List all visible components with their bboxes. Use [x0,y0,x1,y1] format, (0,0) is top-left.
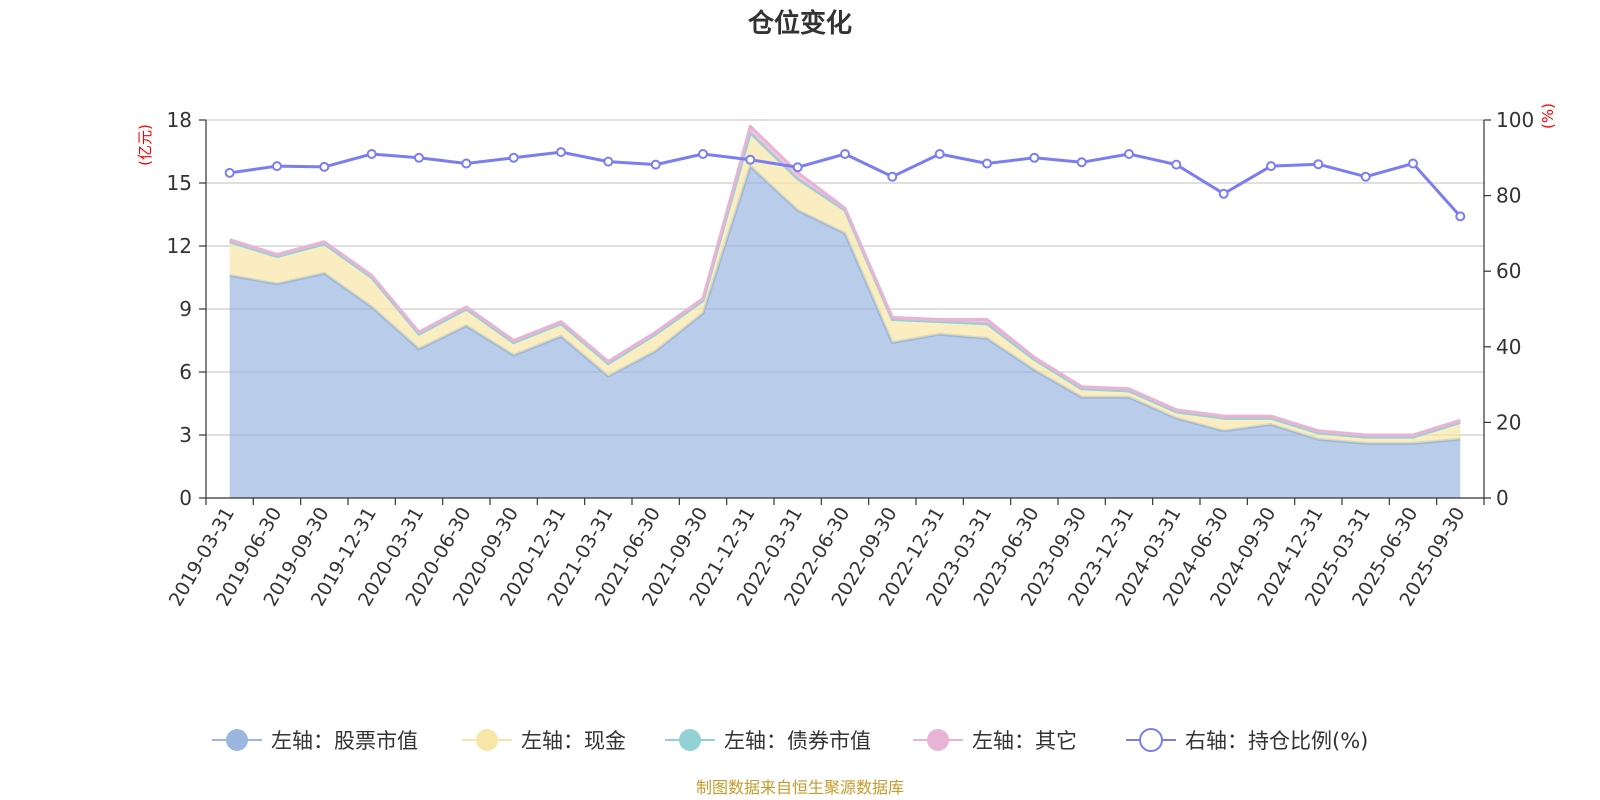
ratio-point [698,149,708,159]
ratio-point [887,171,898,182]
ratio-point [414,152,424,163]
ratio-point [366,149,377,159]
left-axis-tick-label: 18 [167,108,192,132]
right-axis-tick-label: 60 [1496,259,1521,283]
ratio-point [1171,159,1182,170]
ratio-point [1266,161,1276,172]
legend-label: 左轴：其它 [972,729,1077,753]
area-line [229,124,1461,437]
ratio-point [508,152,519,163]
left-axis-tick-label: 9 [179,297,192,321]
ratio-point [1313,159,1324,170]
left-axis-unit: (亿元) [136,124,154,166]
right-axis-tick-label: 40 [1496,335,1521,359]
ratio-point [1029,152,1040,163]
legend-swatch-marker [476,729,498,751]
legend-label: 左轴：债券市值 [724,729,871,753]
left-axis-tick-label: 0 [179,486,192,510]
source-note: 制图数据来自恒生聚源数据库 [696,778,904,797]
ratio-point [1360,171,1371,182]
ratio-point [1076,157,1087,168]
area-fill [229,166,1461,498]
ratio-point [650,159,661,170]
ratio-point [1455,211,1466,222]
ratio-point [224,167,235,178]
right-axis-unit: (%) [1539,103,1557,129]
ratio-point [556,147,566,158]
left-axis-tick-label: 3 [179,423,192,447]
ratio-series [224,147,1466,222]
legend-swatch-marker [1139,728,1163,752]
ratio-point [1124,149,1134,159]
left-axis-tick-label: 6 [179,360,192,384]
legend-label: 左轴：股票市值 [271,729,418,753]
left-axis-tick-label: 12 [167,234,192,258]
legend: 左轴：股票市值 左轴：现金 左轴：债券市值 左轴：其它 右轴：持仓比例(%) [212,728,1368,753]
right-axis-tick-label: 80 [1496,184,1521,208]
legend-label: 左轴：现金 [521,729,626,753]
legend-swatch-marker [927,729,949,751]
ratio-point [603,156,614,167]
right-axis-tick-label: 20 [1496,410,1521,434]
left-axis-tick-label: 15 [167,171,192,195]
ratio-point [982,158,992,169]
ratio-point [792,162,803,173]
legend-swatch-marker [226,729,248,751]
stacked-areas [229,124,1461,498]
right-axis-tick-label: 100 [1496,108,1534,132]
ratio-point [934,149,945,159]
ratio-point [272,161,282,172]
ratio-point [840,149,850,159]
right-axis-tick-label: 0 [1496,486,1509,510]
ratio-point [745,154,756,165]
ratio-point [1218,188,1229,199]
legend-label: 右轴：持仓比例(%) [1185,729,1368,753]
ratio-point [1408,158,1418,169]
ratio-point [319,161,330,172]
chart-title: 仓位变化 [747,8,852,39]
ratio-point [461,158,472,169]
legend-swatch-marker [679,729,701,751]
